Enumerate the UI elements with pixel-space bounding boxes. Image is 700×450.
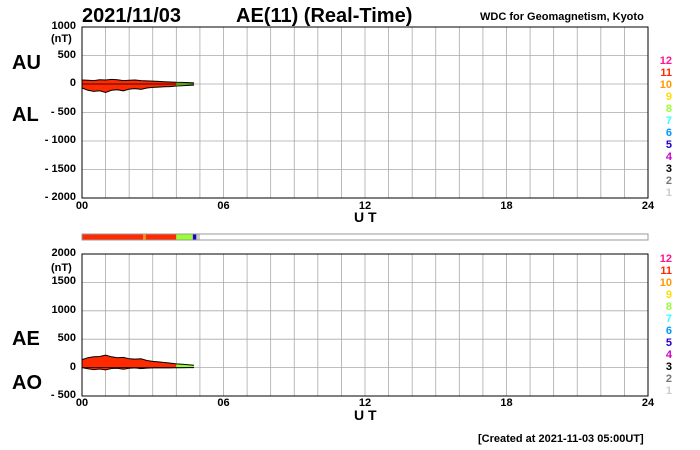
upper-x-tick-label: 00 [75,200,89,212]
upper-y-tick-label: - 1500 [44,162,76,175]
station-bar-segment [82,234,144,240]
al-label: AL [12,104,39,126]
upper-unit-label: (nT) [51,33,72,45]
legend-station-count: 3 [665,361,672,373]
upper-y-tick-label: - 2000 [44,191,76,203]
plot-title: AE(11) (Real-Time) [236,5,413,27]
lower-envelope-tail [176,363,194,368]
ao-label: AO [12,372,42,394]
legend-station-count: 11 [660,265,672,277]
lower-y-tick-label: 1000 [51,303,76,316]
legend-station-count: 12 [659,55,672,67]
legend-station-count: 6 [665,127,672,139]
legend-station-count: 4 [665,151,672,163]
upper-x-tick-label: 18 [500,200,513,212]
station-count-bar [82,234,200,240]
upper-x-tick-label: 24 [641,200,655,212]
series-line-au [81,78,195,84]
upper-x-tick-label: 06 [217,200,230,212]
upper-x-axis-label: U T [354,209,377,225]
data-source: WDC for Geomagnetism, Kyoto [480,11,644,23]
upper-y-tick-label: 0 [69,77,76,89]
lower-x-tick-label: 00 [75,397,89,409]
lower-plot-frame [81,253,649,397]
lower-x-tick-label: 24 [641,397,655,409]
station-bar-frame [81,233,649,241]
series-line-ae [81,354,195,366]
lower-x-tick-label: 12 [358,397,372,409]
legend-station-count: 5 [665,139,672,151]
legend-station-count: 6 [665,325,672,337]
upper-y-tick-label: 500 [57,48,76,61]
station-bar-segment [176,234,193,240]
legend-station-count: 12 [659,253,672,265]
legend-station-count: 8 [665,301,672,313]
lower-plot-grid [82,254,648,396]
lower-x-axis-label: U T [354,407,377,423]
upper-y-tick-label: 1000 [51,20,76,32]
legend-station-count: 1 [665,385,672,397]
lower-plot-data [81,354,195,371]
legend-station-count: 7 [665,115,672,127]
station-bar-segment [192,234,197,240]
station-bar-segment [143,234,146,240]
legend-station-count: 1 [665,187,672,199]
series-line-al [81,84,195,94]
legend-station-count: 11 [660,67,672,79]
lower-unit-label: (nT) [51,262,72,274]
lower-y-tick-label: 0 [69,360,76,373]
legend-station-count: 10 [659,79,672,91]
legend-station-count: 2 [665,373,672,385]
upper-plot-frame [81,26,649,199]
upper-envelope-area [82,79,194,93]
legend-station-count: 9 [665,289,672,301]
plot-date: 2021/11/03 [82,5,181,27]
lower-y-tick-label: - 500 [50,389,76,401]
upper-plot-grid [82,27,648,198]
upper-x-tick-label: 12 [358,200,372,212]
station-bar-segment [145,234,177,240]
lower-x-tick-label: 06 [217,397,230,409]
legend-station-count: 3 [665,163,672,175]
station-count-legend-upper: 12 11 10 9 8 7 6 5 4 3 2 1 [644,55,672,199]
lower-x-tick-label: 18 [500,397,513,409]
upper-plot-data [81,78,195,94]
legend-station-count: 7 [665,313,672,325]
legend-station-count: 8 [665,103,672,115]
station-bar-segment [196,234,200,240]
legend-station-count: 10 [659,277,672,289]
lower-y-tick-label: 1500 [51,275,76,288]
legend-station-count: 9 [665,91,672,103]
created-timestamp: [Created at 2021-11-03 05:00UT] [478,433,644,445]
legend-station-count: 2 [665,175,672,187]
lower-y-tick-label: 2000 [51,247,76,259]
legend-station-count: 5 [665,337,672,349]
au-label: AU [12,52,41,74]
lower-y-tick-label: 500 [57,332,76,345]
lower-envelope-area [82,355,194,370]
upper-y-tick-label: - 500 [50,105,76,118]
upper-y-tick-label: - 1000 [44,134,76,146]
station-count-legend-lower: 12 11 10 9 8 7 6 5 4 3 2 1 [644,253,672,397]
legend-station-count: 4 [665,349,672,361]
ae-label: AE [12,328,40,350]
